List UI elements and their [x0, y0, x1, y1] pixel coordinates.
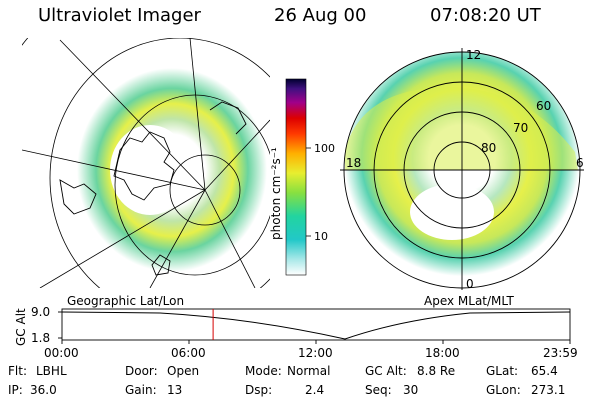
door-value: Open [167, 364, 200, 378]
polar-dayside-emission [345, 87, 578, 170]
colorbar-tick-100: 100 [314, 142, 335, 155]
gain-value: 13 [167, 383, 183, 397]
geo-lon-grid [22, 38, 270, 288]
altitude-plot-frame [61, 308, 571, 341]
gc-alt-label: GC Alt: [365, 364, 407, 378]
polar-plot: 12 18 6 0 60 70 80 [340, 48, 584, 291]
polar-mlt-6: 6 [576, 156, 584, 170]
geographic-map [22, 38, 270, 288]
polar-mlt-18: 18 [346, 156, 361, 170]
glat-label: GLat: [486, 364, 519, 378]
instrument-title: Ultraviolet Imager [38, 5, 201, 26]
ip-value: 36.0 [30, 383, 57, 397]
polar-plot-caption: Apex MLat/MLT [424, 294, 514, 308]
polar-lat-60: 60 [536, 99, 551, 113]
polar-mlt-0: 0 [466, 277, 474, 291]
altitude-ytick-9: 9.0 [31, 305, 51, 319]
gain-label: Gain: [125, 383, 157, 397]
altitude-curve [61, 311, 571, 340]
glon-label: GLon: [486, 383, 521, 397]
glon-value: 273.1 [531, 383, 566, 397]
altitude-xtick-0600: 06:00 [171, 346, 206, 360]
seq-value: 30 [403, 383, 419, 397]
altitude-ytick-1-8: 1.8 [31, 331, 51, 345]
altitude-y-ticks [58, 311, 62, 339]
geo-polar-cap [110, 125, 190, 215]
altitude-plot [58, 308, 571, 344]
colorbar-tick-10: 10 [314, 230, 328, 243]
polar-grid-axes [340, 48, 584, 290]
altitude-xtick-2359: 23:59 [543, 346, 578, 360]
gc-alt-value: 8.8 Re [417, 364, 456, 378]
seq-label: Seq: [365, 383, 392, 397]
geo-lat-grid [22, 38, 270, 288]
altitude-xtick-1800: 18:00 [425, 346, 460, 360]
altitude-xtick-0000: 00:00 [44, 346, 79, 360]
ip-label: IP: [8, 383, 23, 397]
geo-coastlines [59, 101, 247, 276]
mode-value: Normal [287, 364, 331, 378]
door-label: Door: [125, 364, 158, 378]
polar-lat-80: 80 [481, 141, 496, 155]
glat-value: 65.4 [531, 364, 558, 378]
colorbar [285, 78, 307, 276]
geo-plot-caption: Geographic Lat/Lon [67, 294, 185, 308]
filter-value: LBHL [36, 364, 67, 378]
altitude-ylabel: GC Alt [14, 308, 28, 346]
altitude-x-ticks [61, 340, 571, 344]
date-label: 26 Aug 00 [274, 5, 367, 26]
polar-lat-70: 70 [513, 121, 528, 135]
dsp-value: 2.4 [305, 383, 325, 397]
colorbar-unit-label: photon cm⁻²s⁻¹ [269, 147, 283, 240]
dsp-label: Dsp: [245, 383, 273, 397]
time-label: 07:08:20 UT [430, 5, 541, 26]
filter-label: Flt: [8, 364, 27, 378]
colorbar-ticks [306, 147, 311, 237]
polar-nightside-void [410, 184, 494, 240]
altitude-xtick-1200: 12:00 [298, 346, 333, 360]
mode-label: Mode: [245, 364, 282, 378]
polar-mlt-12: 12 [466, 48, 481, 62]
